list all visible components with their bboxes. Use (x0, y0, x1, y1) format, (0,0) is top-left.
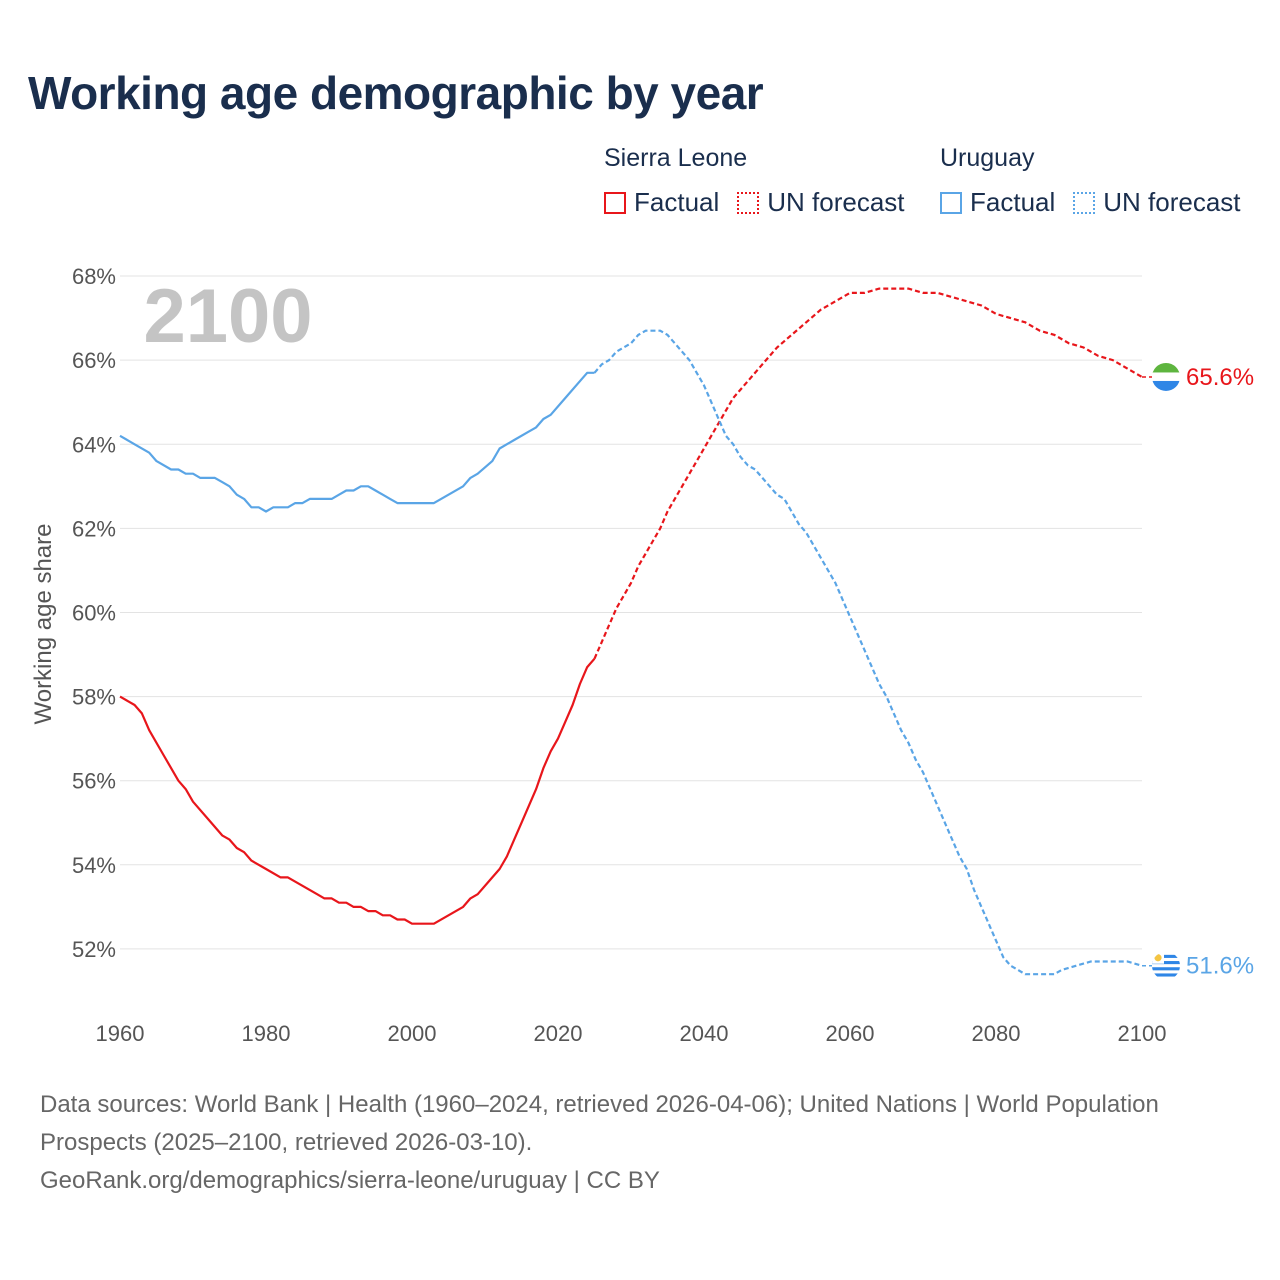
legend-swatch-solid (604, 191, 626, 214)
year-watermark: 2100 (143, 274, 312, 359)
legend-swatch-dotted (1073, 191, 1096, 214)
y-tick-label: 64% (72, 432, 116, 457)
x-tick-label: 2040 (680, 1021, 729, 1046)
uruguay-flag-icon (1152, 951, 1180, 980)
line-chart: 2100 52% 54% 56% 58% 60% 62% 64% 66% 68% 1960 198… (30, 264, 1254, 1046)
x-tick-label: 2060 (826, 1021, 875, 1046)
legend-item-uruguay-forecast[interactable]: UN forecast (1073, 187, 1241, 218)
y-tick-label: 62% (72, 516, 116, 541)
legend-country-label: Uruguay (940, 144, 1035, 172)
legend-swatch-solid (940, 191, 962, 214)
y-axis-label: Working age share (30, 524, 57, 725)
footer: Data sources: World Bank | Health (1960–… (40, 1086, 1220, 1200)
y-tick-label: 52% (72, 937, 116, 962)
legend-group-sierra-leone: Sierra Leone Factual UN forecast (604, 144, 923, 218)
x-tick-label: 2000 (388, 1021, 437, 1046)
flag-stripe-blue (1152, 954, 1180, 958)
flag-stripe-blue (1152, 973, 1180, 977)
sun-icon (1154, 954, 1162, 962)
x-tick-label: 1960 (96, 1021, 145, 1046)
flag-stripe-blue (1152, 967, 1180, 971)
x-tick-label: 2100 (1118, 1021, 1167, 1046)
legend-label: Factual (970, 187, 1056, 217)
data-sources-text: Data sources: World Bank | Health (1960–… (40, 1091, 1159, 1156)
sierra-leone-forecast-line (593, 287, 1143, 660)
chart-gridlines (120, 275, 1142, 950)
source-url-text[interactable]: GeoRank.org/demographics/sierra-leone/ur… (40, 1167, 660, 1194)
uruguay-forecast-line (593, 329, 1143, 976)
page-title: Working age demographic by year (28, 67, 764, 119)
legend-item-sierra-leone-factual[interactable]: Factual (604, 187, 719, 218)
uruguay-factual-line (119, 371, 595, 513)
sierra-leone-factual-line (119, 657, 596, 925)
flag-stripe-green (1152, 362, 1180, 373)
y-tick-label: 58% (72, 685, 116, 710)
legend-item-sierra-leone-forecast[interactable]: UN forecast (737, 187, 905, 218)
legend-label: Factual (634, 187, 720, 217)
flag-stripe-white (1152, 372, 1180, 382)
x-tick-label: 2020 (534, 1021, 583, 1046)
x-axis-ticks: 1960 1980 2000 2020 2040 2060 2080 2100 (96, 1021, 1167, 1046)
x-tick-label: 2080 (972, 1021, 1021, 1046)
x-tick-label: 1980 (242, 1021, 291, 1046)
legend-country-label: Sierra Leone (604, 144, 748, 172)
y-tick-label: 60% (72, 600, 116, 625)
legend-label: UN forecast (1103, 187, 1241, 217)
legend-item-uruguay-factual[interactable]: Factual (940, 187, 1055, 218)
legend-swatch-dotted (737, 191, 760, 214)
chart-series (119, 287, 1152, 976)
flag-stripe-blue (1152, 380, 1180, 391)
y-tick-label: 56% (72, 769, 116, 794)
legend-group-uruguay: Uruguay Factual UN forecast (940, 144, 1259, 218)
end-markers (1152, 362, 1180, 980)
end-value-label: 65.6% (1186, 364, 1254, 391)
y-tick-label: 68% (72, 264, 116, 289)
sierra-leone-flag-icon (1152, 362, 1180, 391)
legend-label: UN forecast (767, 187, 905, 217)
y-tick-label: 66% (72, 348, 116, 373)
flag-stripe-blue (1152, 961, 1180, 965)
end-value-label: 51.6% (1186, 953, 1254, 980)
y-axis-ticks: 52% 54% 56% 58% 60% 62% 64% 66% 68% (72, 264, 116, 962)
end-value-labels: 65.6% 51.6% (1186, 364, 1254, 980)
y-tick-label: 54% (72, 853, 116, 878)
